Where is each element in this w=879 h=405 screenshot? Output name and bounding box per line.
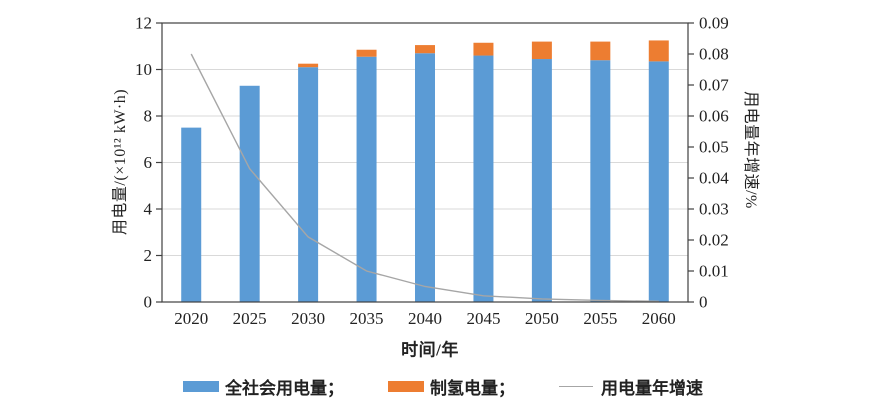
y-axis-left-tick-label: 12	[135, 14, 152, 33]
y-axis-right-tick-label: 0.01	[699, 262, 729, 281]
y-axis-right-tick-label: 0.06	[699, 107, 729, 126]
y-axis-right-tick-label: 0.07	[699, 76, 729, 95]
x-axis-tick-label: 2060	[642, 309, 676, 328]
y-axis-right-tick-label: 0.08	[699, 45, 729, 64]
x-axis-tick-label: 2035	[350, 309, 384, 328]
bar-hydrogen-electricity-2050	[531, 41, 552, 60]
x-axis-title: 时间/年	[401, 340, 459, 360]
legend-item-growth-rate: 用电量年增速	[559, 374, 703, 399]
x-axis-tick-label: 2025	[233, 309, 267, 328]
y-axis-right-title: 用电量年增速/%	[742, 91, 759, 209]
bar-hydrogen-electricity-2030	[298, 63, 319, 68]
bar-total-electricity-2045	[473, 55, 494, 302]
x-axis-tick-label: 2020	[174, 309, 208, 328]
bar-total-electricity-2035	[356, 56, 377, 303]
x-axis-tick-label: 2055	[583, 309, 617, 328]
legend-swatch-growth-line	[559, 386, 593, 387]
y-axis-right-tick-label: 0	[699, 293, 708, 312]
y-axis-left-tick-label: 6	[144, 153, 153, 172]
legend-swatch-orange	[388, 381, 424, 392]
y-axis-right-tick-label: 0.04	[699, 169, 729, 188]
y-axis-left-tick-label: 4	[144, 200, 153, 219]
legend-swatch-blue	[183, 381, 219, 392]
bar-total-electricity-2025	[239, 85, 260, 303]
y-axis-right-tick-label: 0.03	[699, 200, 729, 219]
growth-rate-line	[190, 53, 659, 303]
legend: 全社会用电量； 制氢电量； 用电量年增速	[183, 374, 703, 399]
legend-label-hydrogen-electricity: 制氢电量；	[430, 379, 515, 398]
x-axis-tick-label: 2050	[525, 309, 559, 328]
y-axis-right-tick-label: 0.02	[699, 231, 729, 250]
bar-total-electricity-2040	[415, 53, 435, 302]
bar-hydrogen-electricity-2060	[648, 40, 669, 62]
y-axis-left-tick-label: 2	[144, 246, 153, 265]
bar-total-electricity-2020	[181, 127, 202, 302]
y-axis-left-tick-label: 10	[135, 60, 152, 79]
legend-item-total-electricity: 全社会用电量；	[183, 374, 344, 399]
y-axis-left-tick-label: 8	[144, 107, 153, 126]
bar-hydrogen-electricity-2055	[590, 41, 611, 61]
bar-total-electricity-2055	[590, 60, 611, 303]
x-axis-tick-label: 2040	[408, 309, 442, 328]
legend-label-total-electricity: 全社会用电量；	[225, 379, 344, 398]
y-axis-left-tick-label: 0	[144, 293, 153, 312]
bar-hydrogen-electricity-2035	[356, 49, 377, 57]
bar-hydrogen-electricity-2040	[415, 45, 435, 54]
legend-label-growth-rate: 用电量年增速	[601, 379, 703, 398]
legend-item-hydrogen-electricity: 制氢电量；	[388, 374, 515, 399]
y-axis-right-tick-label: 0.05	[699, 138, 729, 157]
y-axis-right-tick-label: 0.09	[699, 14, 729, 33]
bar-total-electricity-2060	[648, 61, 669, 302]
x-axis-tick-label: 2045	[466, 309, 500, 328]
bar-total-electricity-2050	[531, 59, 552, 302]
bar-hydrogen-electricity-2045	[473, 42, 494, 56]
bar-total-electricity-2030	[298, 67, 319, 302]
x-axis-tick-label: 2030	[291, 309, 325, 328]
y-axis-left-title: 用电量/(×10¹² kW·h)	[112, 88, 129, 236]
